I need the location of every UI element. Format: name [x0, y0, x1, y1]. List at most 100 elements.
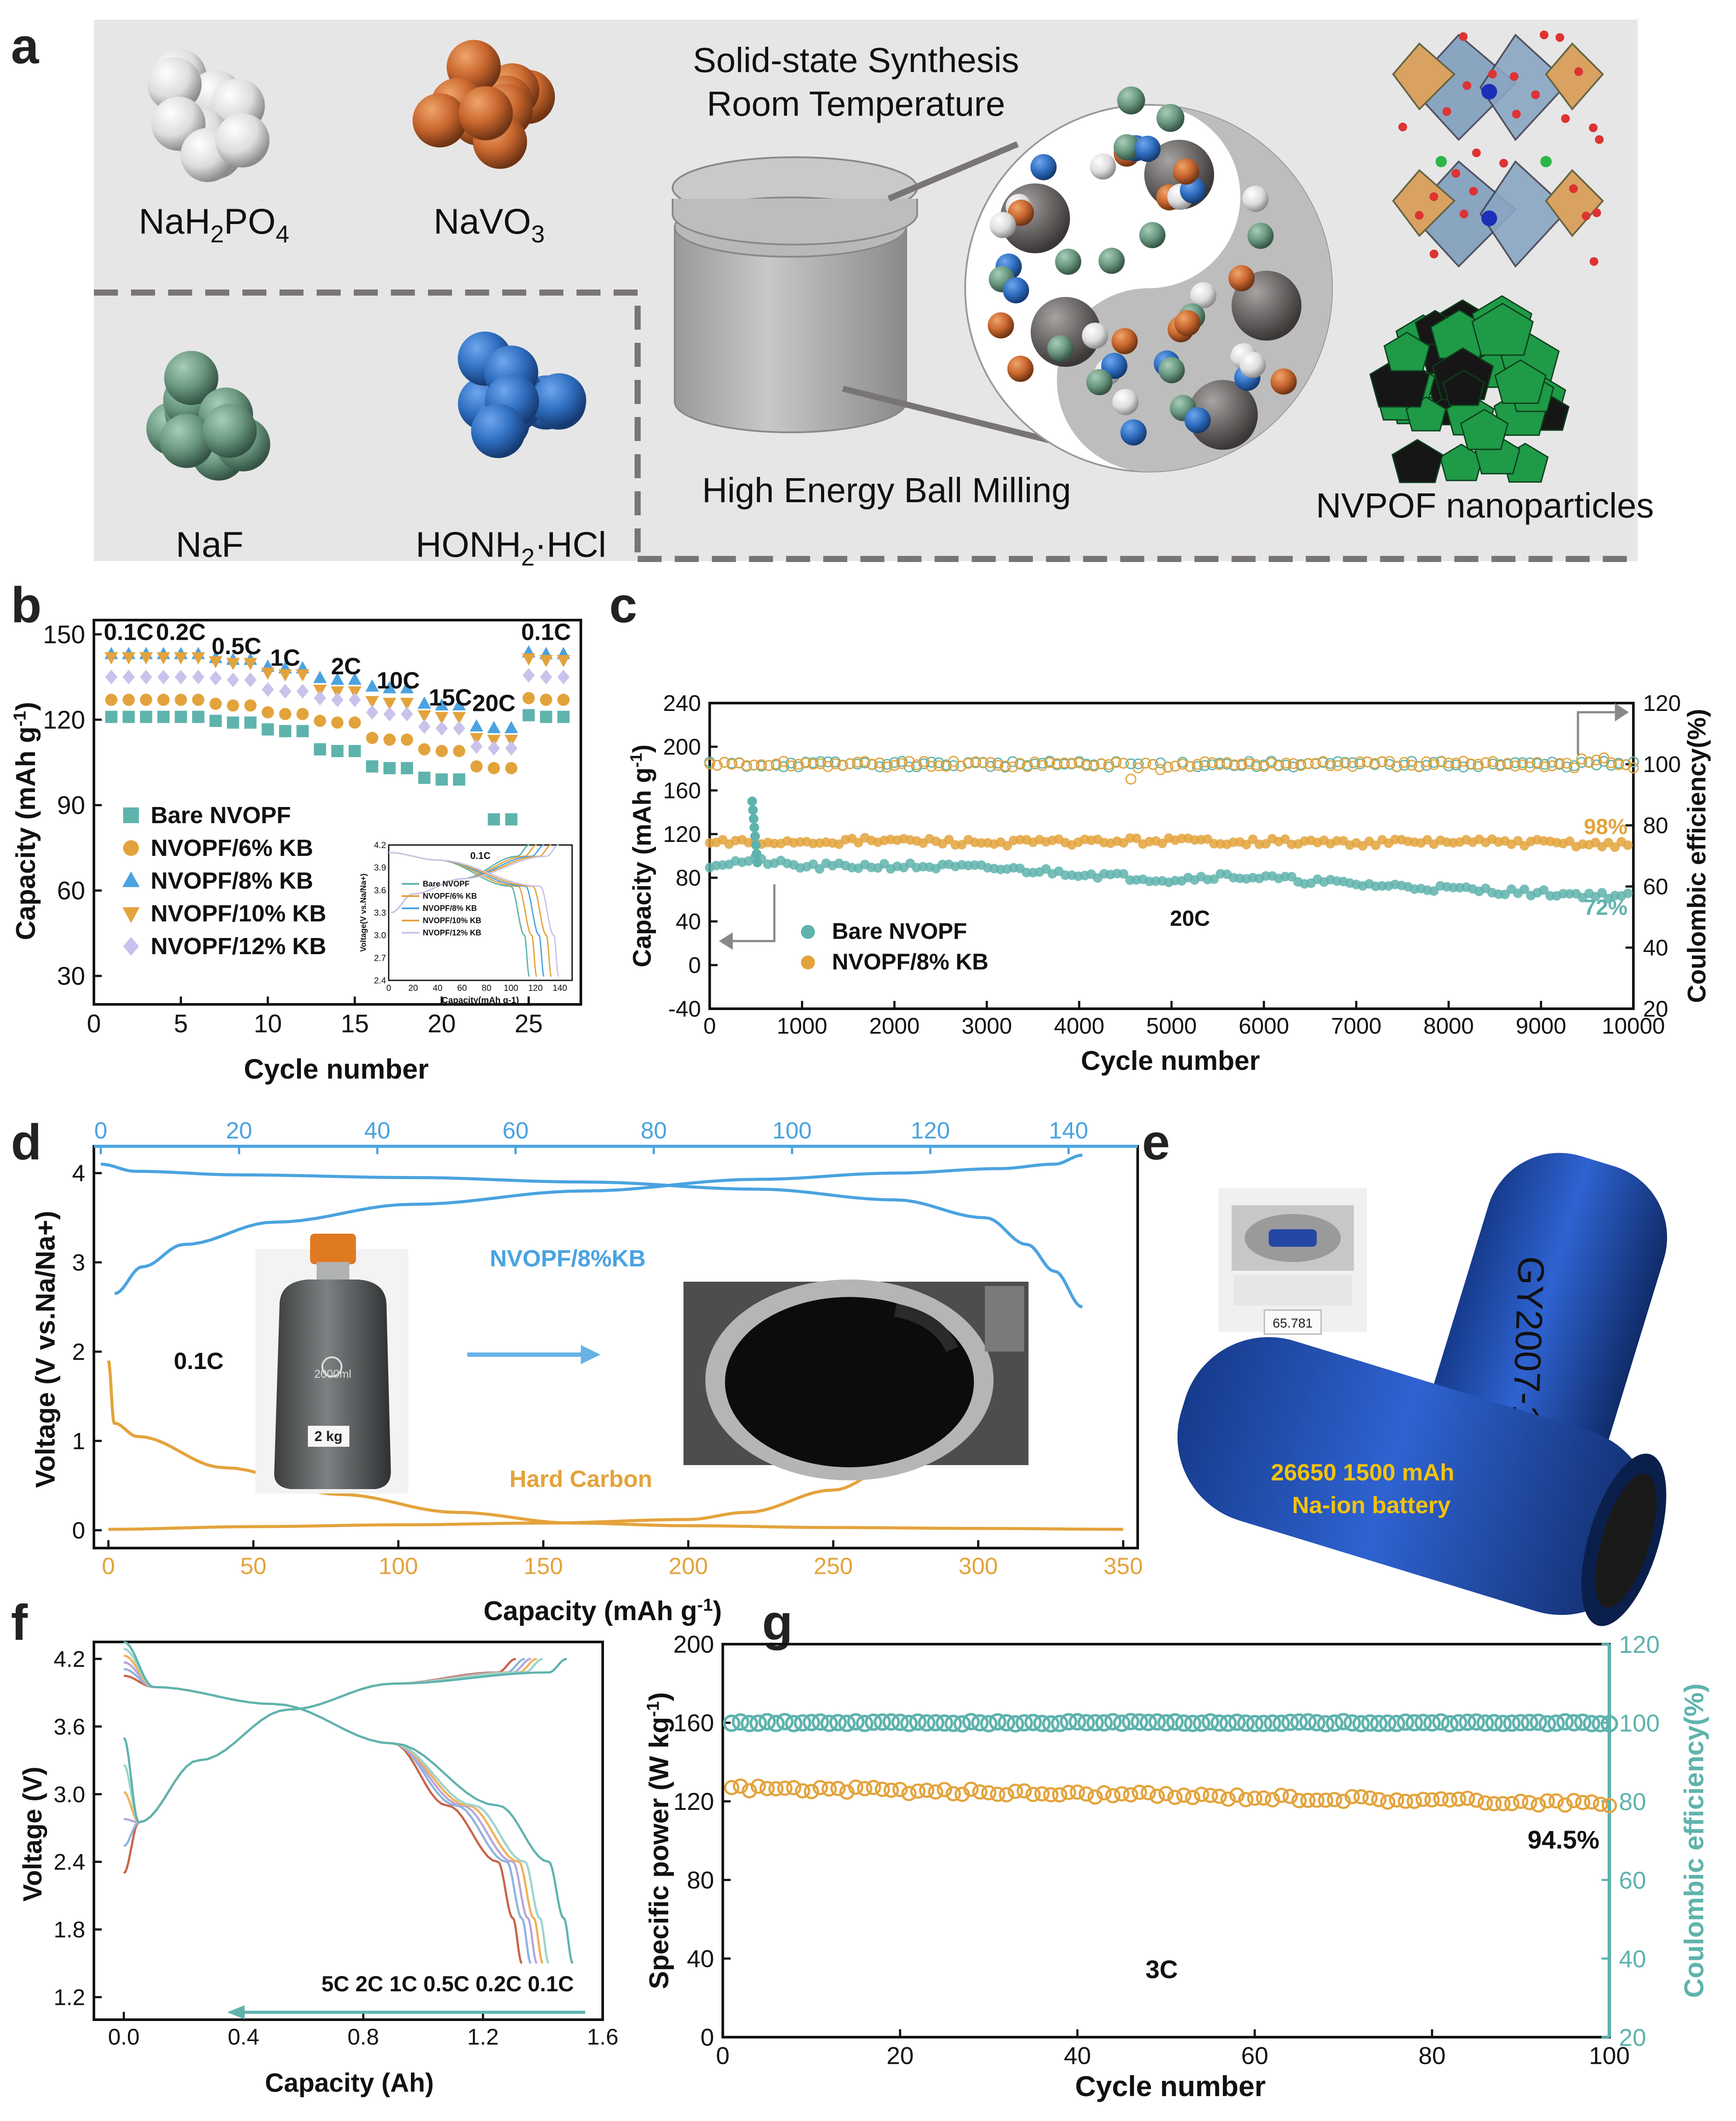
ce-point	[1288, 758, 1299, 769]
capacity-point	[750, 831, 760, 841]
po4-tetrahedron	[1545, 42, 1604, 111]
y2-axis-label: Coulombic efficiency(%)	[1679, 1683, 1709, 1998]
o-atom	[1594, 135, 1604, 144]
capacity-point	[1132, 833, 1142, 843]
ce-point	[1073, 757, 1085, 769]
data-point	[331, 716, 344, 729]
ce-point	[1554, 758, 1565, 769]
x-tick-label: 5000	[1146, 1014, 1197, 1039]
data-point	[505, 741, 518, 756]
data-point	[349, 716, 361, 729]
data-point	[331, 745, 344, 757]
ce-point	[1539, 761, 1550, 773]
ce-point	[1263, 1714, 1281, 1732]
ce-point	[1485, 1714, 1503, 1731]
ce-point	[1024, 1714, 1042, 1731]
power-point	[1105, 1788, 1121, 1804]
ce-point	[1517, 759, 1528, 770]
milling-ball-small	[1247, 222, 1274, 249]
ce-point	[1325, 760, 1336, 771]
x-tick-label: 1.2	[467, 2024, 499, 2050]
nanoparticle	[1460, 408, 1509, 450]
milling-ball-small	[1190, 282, 1217, 309]
power-point	[750, 1778, 766, 1794]
data-point	[557, 710, 570, 723]
x-tick-label: 0	[102, 1553, 115, 1579]
data-point	[191, 652, 205, 665]
y-tick-label: 1	[72, 1428, 85, 1455]
milling-ball-small	[1158, 357, 1185, 383]
x-tick-label: 15	[341, 1010, 369, 1038]
ce-point	[1613, 759, 1624, 770]
scale-reading: 65.781	[1273, 1316, 1313, 1331]
ce-point	[927, 1714, 945, 1731]
x2-tick-label: 0	[94, 1117, 107, 1144]
ce-point	[1122, 1713, 1139, 1731]
y-tick-label: 120	[663, 822, 701, 847]
ce-point	[1450, 757, 1462, 769]
ce-point	[1591, 754, 1602, 766]
x2-tick-label: 80	[641, 1117, 667, 1144]
rate-label: 0.5C	[211, 633, 261, 659]
axis-label-part: Specific power (W kg	[644, 1717, 674, 1989]
power-point	[812, 1780, 828, 1795]
data-point	[209, 714, 222, 727]
ce-point	[756, 759, 767, 770]
ce-point	[992, 760, 1004, 771]
ce-point	[1170, 760, 1181, 772]
ce-point	[1060, 1713, 1077, 1731]
ce-point	[1162, 762, 1173, 773]
y-tick-label: 1.2	[54, 1985, 85, 2011]
ce-point	[1310, 758, 1321, 769]
ce-point	[1362, 756, 1373, 768]
y-tick-label: 120	[43, 706, 85, 734]
data-point	[174, 652, 188, 665]
ce-point	[734, 757, 745, 769]
panel-label-c: c	[609, 577, 637, 633]
ce-point	[1077, 1714, 1095, 1731]
ce-point	[962, 1713, 980, 1731]
x-tick-label: 250	[814, 1553, 853, 1579]
milling-ball-small	[1086, 369, 1113, 396]
capacity-point	[1280, 834, 1290, 844]
ce-point	[1387, 1714, 1405, 1732]
o-atom	[1429, 192, 1439, 201]
axis-label: Capacity (mAh g-1)	[627, 745, 656, 967]
retention-label: 72%	[1584, 895, 1628, 920]
crystal-structure	[1392, 30, 1604, 268]
panel-label-b: b	[11, 577, 41, 633]
data-point	[418, 696, 431, 709]
data-point	[209, 671, 222, 686]
ce-point	[1207, 757, 1218, 768]
power-point	[1584, 1794, 1599, 1810]
legend-label: Bare NVOPF	[832, 919, 967, 944]
capacity-point	[752, 849, 762, 859]
data-point	[227, 699, 239, 712]
ce-point	[785, 760, 797, 772]
o-atom	[1460, 209, 1469, 218]
x-tick-label: 80	[1418, 2042, 1446, 2069]
milling-ball-small	[1139, 222, 1166, 248]
power-point	[848, 1780, 863, 1795]
inset-y-label: Voltage(V vs.Na/Na+)	[359, 873, 368, 952]
synthesis-line1: Solid-state Synthesis	[693, 41, 1019, 79]
battery-label-1: 26650 1500 mAh	[1271, 1459, 1454, 1486]
y-tick-label: 40	[676, 909, 701, 935]
data-point	[435, 773, 448, 786]
ce-point	[1332, 760, 1343, 771]
nvpof-nanoparticles-illustration	[1369, 295, 1570, 483]
ce-point	[852, 756, 863, 768]
ce-point	[749, 759, 760, 771]
power-point	[999, 1787, 1015, 1803]
power-point	[1327, 1792, 1343, 1807]
x-tick-label: 10	[254, 1010, 282, 1038]
x2-tick-label: 40	[364, 1117, 390, 1144]
y-axis-label: Voltage (V vs.Na/Na+)	[31, 1211, 61, 1488]
power-point	[1176, 1787, 1192, 1803]
power-point	[1371, 1792, 1387, 1807]
y-tick-label: 0	[688, 953, 701, 978]
data-point	[453, 745, 466, 757]
ce-point	[1210, 1714, 1228, 1732]
milling-ball-small	[1173, 158, 1199, 185]
power-point	[1300, 1793, 1316, 1808]
